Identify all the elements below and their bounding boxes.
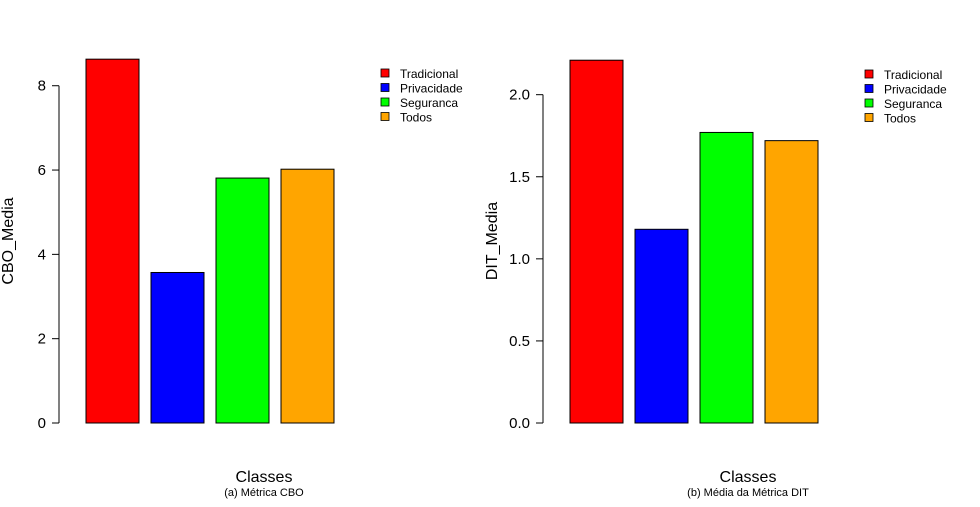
cbo-y-tick-label: 8: [38, 78, 46, 95]
dit-bars: [569, 59, 819, 424]
dit-x-axis-title: Classes: [720, 469, 777, 486]
cbo-y-tick-label: 6: [38, 162, 46, 179]
cbo-legend-label-todos: Todos: [400, 111, 432, 125]
cbo-bar-tradicional: [85, 58, 140, 424]
dit-bar-tradicional: [569, 59, 624, 424]
dit-y-axis-title: DIT_Media: [484, 202, 501, 280]
cbo-y-tick-label: 0: [38, 415, 46, 432]
dit-caption: (b) Média da Métrica DIT: [687, 487, 809, 499]
cbo-legend-swatch-privacidade: [380, 83, 390, 92]
cbo-legend-label-privacidade: Privacidade: [400, 82, 463, 96]
dit-legend-label-seguranca: Seguranca: [884, 97, 942, 111]
cbo-x-axis-title: Classes: [236, 469, 293, 486]
dit-legend-swatch-todos: [864, 113, 874, 122]
dit-y-tick-label: 0.5: [509, 333, 530, 350]
dit-y-tick-label: 0.0: [509, 415, 530, 432]
dit-legend-swatch-tradicional: [864, 69, 874, 79]
dit-y-tick-label: 1.0: [509, 251, 530, 268]
cbo-caption: (a) Métrica CBO: [224, 487, 304, 499]
cbo-bars: [85, 58, 335, 424]
dit-legend-label-todos: Todos: [884, 112, 916, 126]
cbo-y-tick-label: 4: [38, 246, 46, 263]
dit-y-tick-label: 2.0: [509, 87, 530, 104]
cbo-legend-swatch-todos: [380, 112, 390, 121]
dit-bar-todos: [764, 140, 819, 424]
cbo-y-axis-title: CBO_Media: [0, 197, 17, 284]
dit-chart-panel: 0.0 0.5 1.0 1.5 2.0 DIT_Media Classes (b) Mé…: [484, 59, 947, 499]
dit-legend-swatch-privacidade: [864, 84, 874, 93]
cbo-legend-swatch-tradicional: [380, 68, 390, 78]
dit-y-tick-label: 1.5: [509, 169, 530, 186]
dit-legend-swatch-seguranca: [864, 98, 874, 108]
dit-bar-privacidade: [634, 228, 689, 424]
cbo-y-tick-label: 2: [38, 331, 46, 348]
dit-y-axis: 0.0 0.5 1.0 1.5 2.0: [509, 87, 544, 432]
cbo-legend-label-seguranca: Seguranca: [400, 96, 458, 110]
cbo-legend-swatch-seguranca: [380, 97, 390, 107]
dit-legend-label-privacidade: Privacidade: [884, 83, 947, 97]
cbo-y-axis: 0 2 4 6 8: [38, 78, 60, 432]
cbo-bar-todos: [280, 168, 335, 424]
cbo-legend-label-tradicional: Tradicional: [400, 67, 458, 81]
cbo-bar-seguranca: [215, 177, 270, 424]
dit-bar-seguranca: [699, 131, 754, 424]
cbo-bar-privacidade: [150, 271, 205, 424]
dit-legend-label-tradicional: Tradicional: [884, 68, 942, 82]
